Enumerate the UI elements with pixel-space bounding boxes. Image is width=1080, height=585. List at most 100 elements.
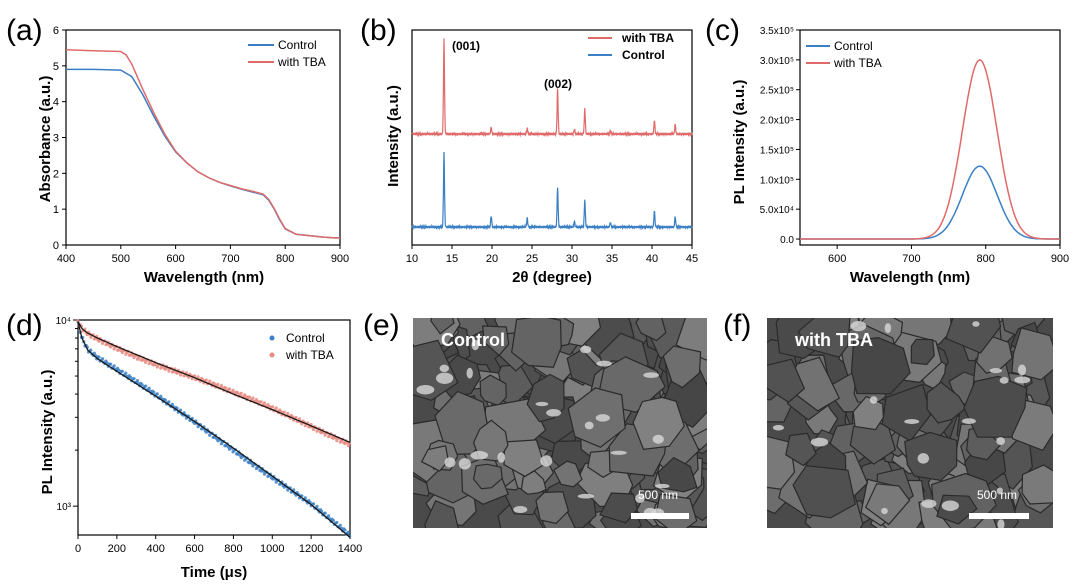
a-series-tba	[65, 48, 340, 239]
d-point-tba	[247, 395, 251, 399]
a-xtick-label: 900	[331, 253, 349, 265]
d-point-control	[179, 408, 183, 412]
sem-bright-spot	[869, 396, 878, 404]
d-xtick-label: 1000	[260, 543, 284, 555]
sem-image-tba: with TBA 500 nm	[767, 318, 1053, 528]
c-ytick-label: 3.0x10⁵	[760, 56, 794, 67]
sem-grain	[420, 445, 449, 472]
d-point-tba	[144, 360, 148, 364]
d-point-control	[343, 528, 347, 532]
sem-grain	[430, 318, 455, 335]
sem-grain	[635, 318, 667, 342]
d-point-control	[109, 362, 113, 366]
d-point-control	[144, 384, 148, 388]
sem-bright-spot	[884, 323, 892, 334]
sem-bright-spot	[881, 507, 888, 515]
d-point-tba	[179, 373, 183, 377]
sem-grain	[632, 396, 685, 450]
sem-scalebar-control	[631, 513, 689, 519]
sem-grain	[881, 383, 932, 442]
c-xtick-label: 800	[977, 253, 995, 265]
d-point-control	[128, 375, 133, 379]
sem-label-tba: with TBA	[795, 330, 873, 350]
b-ylabel: Intensity (a.u.)	[385, 85, 402, 187]
d-point-tba	[204, 378, 208, 382]
sem-bright-spot	[416, 384, 435, 395]
sem-bright-spot	[439, 364, 450, 373]
d-point-control	[259, 469, 263, 473]
a-ytick-label: 4	[53, 97, 59, 109]
panel-label-b: (b)	[360, 14, 397, 47]
b-xtick-label: 30	[566, 253, 578, 265]
d-xtick-label: 1200	[299, 543, 323, 555]
b-xtick-label: 25	[526, 253, 538, 265]
sem-bright-spot	[917, 453, 930, 464]
d-point-control	[170, 402, 174, 406]
d-fit-control	[77, 321, 351, 538]
sem-bright-spot	[904, 419, 920, 425]
sem-bright-spot	[584, 421, 594, 430]
sem-bright-spot	[961, 418, 976, 424]
d-point-control	[124, 371, 128, 375]
sem-bright-spot	[655, 483, 670, 489]
d-xtick-label: 200	[108, 543, 126, 555]
d-point-tba	[163, 367, 167, 371]
sem-grain	[662, 345, 702, 389]
d-xlabel: Time (μs)	[181, 564, 247, 581]
d-point-tba	[224, 386, 228, 390]
a-series-control	[66, 68, 340, 239]
sem-bright-spot	[577, 493, 595, 499]
sem-bright-spot	[580, 345, 592, 354]
a-legend-label-tba: with TBA	[277, 55, 326, 69]
c-xtick-label: 700	[902, 253, 920, 265]
d-point-tba	[227, 387, 232, 391]
sem-grain	[654, 493, 698, 528]
sem-grain	[511, 318, 562, 368]
d-point-tba	[255, 400, 260, 404]
sem-grain	[850, 336, 911, 395]
d-point-control	[112, 364, 116, 368]
sem-grain	[945, 318, 1002, 354]
b-legend: with TBA Control	[588, 31, 674, 62]
d-point-tba	[311, 427, 316, 432]
sem-grain	[599, 492, 639, 524]
d-point-tba	[212, 382, 216, 386]
d-point-tba	[140, 358, 144, 362]
sem-bright-spot	[989, 368, 1002, 374]
sem-bright-spot	[471, 339, 480, 351]
c-ytick-label: 1.0x10⁵	[760, 175, 794, 186]
sem-bright-spot	[513, 505, 528, 514]
d-legend-label-control: Control	[286, 331, 325, 345]
b-pattern-control	[411, 151, 693, 231]
sem-image-control: Control 500 nm	[413, 318, 707, 528]
d-xtick-label: 800	[224, 543, 242, 555]
a-xtick-label: 400	[57, 253, 75, 265]
panel-label-a: (a)	[6, 14, 43, 47]
d-point-control	[89, 348, 93, 352]
d-point-tba	[346, 444, 350, 448]
d-point-tba	[294, 415, 298, 420]
a-xlabel: Wavelength (nm)	[144, 269, 264, 286]
d-point-control	[227, 447, 232, 451]
d-legend: Control with TBA	[269, 331, 334, 362]
c-xtick-label: 600	[828, 253, 846, 265]
d-point-control	[338, 523, 342, 527]
a-ytick-label: 1	[53, 204, 59, 216]
d-point-control	[155, 392, 159, 396]
sem-bright-spot	[850, 320, 867, 332]
c-ytick-label: 1.5x10⁵	[760, 145, 794, 156]
b-xtick-label: 35	[606, 253, 618, 265]
sem-bright-spot	[1014, 376, 1031, 384]
sem-bright-spot	[540, 455, 553, 467]
sem-grain	[792, 465, 856, 519]
sem-bright-spot	[466, 367, 473, 379]
b-legend-label-control: Control	[622, 48, 665, 62]
a-ytick-label: 3	[53, 133, 59, 145]
d-point-control	[303, 496, 307, 500]
d-point-tba	[167, 369, 171, 373]
sem-bright-spot	[635, 493, 645, 503]
b-xtick-label: 40	[646, 253, 658, 265]
sem-bright-spot	[1017, 364, 1027, 376]
d-point-tba	[142, 358, 146, 362]
d-xtick-label: 0	[75, 543, 81, 555]
